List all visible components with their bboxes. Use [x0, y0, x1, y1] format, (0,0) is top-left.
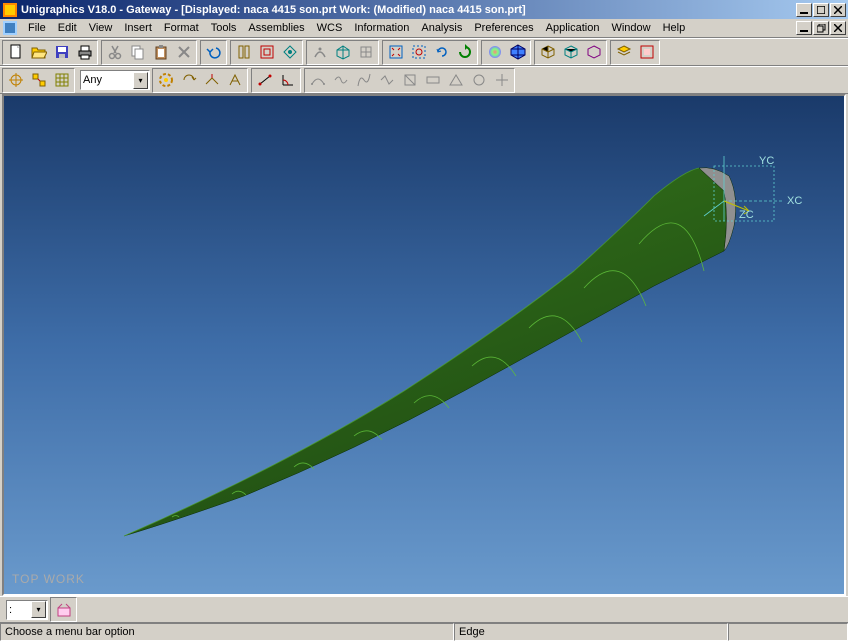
- copy-button[interactable]: [126, 41, 149, 63]
- layer-vis-button[interactable]: [612, 41, 635, 63]
- mdi-icon: [2, 20, 18, 36]
- curve7-button[interactable]: [444, 69, 467, 91]
- menu-analysis[interactable]: Analysis: [415, 20, 468, 36]
- toolbar-btn-b3[interactable]: [354, 41, 377, 63]
- status-mode: Edge: [454, 623, 728, 641]
- view-label: TOP WORK: [12, 572, 85, 586]
- bottom-toolbar: : ▾: [0, 596, 848, 622]
- center-button[interactable]: [4, 69, 27, 91]
- curve1-button[interactable]: [306, 69, 329, 91]
- toolbar-btn-a3[interactable]: [278, 41, 301, 63]
- open-button[interactable]: [27, 41, 50, 63]
- curve9-button[interactable]: [490, 69, 513, 91]
- curve4-button[interactable]: [375, 69, 398, 91]
- menubar: FileEditViewInsertFormatToolsAssembliesW…: [0, 19, 848, 38]
- layer-combo-value: Any: [83, 74, 102, 86]
- new-button[interactable]: [4, 41, 27, 63]
- wcs-orient-button[interactable]: [200, 69, 223, 91]
- undo-button[interactable]: [202, 41, 225, 63]
- menu-tools[interactable]: Tools: [205, 20, 243, 36]
- menu-application[interactable]: Application: [540, 20, 606, 36]
- model-view: YC XC ZC: [4, 96, 844, 594]
- svg-text:XC: XC: [787, 195, 802, 207]
- status-message: Choose a menu bar option: [0, 623, 454, 641]
- curve8-button[interactable]: [467, 69, 490, 91]
- menu-information[interactable]: Information: [348, 20, 415, 36]
- wcs-rotate-button[interactable]: [177, 69, 200, 91]
- bottom-combo-value: :: [9, 604, 12, 616]
- toolbar-btn-b2[interactable]: [331, 41, 354, 63]
- wireframe-button[interactable]: [506, 41, 529, 63]
- svg-text:ZC: ZC: [739, 209, 754, 221]
- menu-assemblies[interactable]: Assemblies: [242, 20, 310, 36]
- cut-button[interactable]: [103, 41, 126, 63]
- wcs-dynamic-button[interactable]: [223, 69, 246, 91]
- menu-view[interactable]: View: [83, 20, 119, 36]
- curve5-button[interactable]: [398, 69, 421, 91]
- menu-insert[interactable]: Insert: [118, 20, 158, 36]
- mdi-minimize-button[interactable]: [796, 21, 812, 35]
- status-extra: [728, 623, 848, 641]
- curve3-button[interactable]: [352, 69, 375, 91]
- menu-window[interactable]: Window: [605, 20, 656, 36]
- delete-button[interactable]: [172, 41, 195, 63]
- iso3-button[interactable]: [582, 41, 605, 63]
- layer-combo[interactable]: Any ▾: [80, 70, 150, 90]
- curve2-button[interactable]: [329, 69, 352, 91]
- paste-button[interactable]: [149, 41, 172, 63]
- measure-dist-button[interactable]: [253, 69, 276, 91]
- measure-angle-button[interactable]: [276, 69, 299, 91]
- zoom-button[interactable]: [407, 41, 430, 63]
- toolbar-btn-a2[interactable]: [255, 41, 278, 63]
- statusbar: Choose a menu bar option Edge: [0, 622, 848, 641]
- wcs-origin-button[interactable]: [154, 69, 177, 91]
- save-button[interactable]: [50, 41, 73, 63]
- menu-format[interactable]: Format: [158, 20, 205, 36]
- iso1-button[interactable]: [536, 41, 559, 63]
- iso2-button[interactable]: [559, 41, 582, 63]
- minimize-button[interactable]: [796, 3, 812, 17]
- toolbar-row-1: [0, 38, 848, 66]
- mdi-restore-button[interactable]: [813, 21, 829, 35]
- titlebar: Unigraphics V18.0 - Gateway - [Displayed…: [0, 0, 848, 19]
- menu-wcs[interactable]: WCS: [311, 20, 349, 36]
- align-button[interactable]: [27, 69, 50, 91]
- toolbar-btn-a1[interactable]: [232, 41, 255, 63]
- grid-button[interactable]: [50, 69, 73, 91]
- sketch-button[interactable]: [52, 599, 75, 621]
- fit-button[interactable]: [384, 41, 407, 63]
- menu-preferences[interactable]: Preferences: [468, 20, 539, 36]
- app-icon: [2, 2, 18, 18]
- curve6-button[interactable]: [421, 69, 444, 91]
- maximize-button[interactable]: [813, 3, 829, 17]
- toolbar-btn-b1[interactable]: [308, 41, 331, 63]
- svg-text:YC: YC: [759, 155, 774, 167]
- menu-edit[interactable]: Edit: [52, 20, 83, 36]
- layer-settings-button[interactable]: [635, 41, 658, 63]
- rotate-button[interactable]: [430, 41, 453, 63]
- menu-file[interactable]: File: [22, 20, 52, 36]
- mdi-close-button[interactable]: [830, 21, 846, 35]
- refresh-button[interactable]: [453, 41, 476, 63]
- close-button[interactable]: [830, 3, 846, 17]
- toolbar-row-2: Any ▾: [0, 66, 848, 94]
- viewport[interactable]: YC XC ZC TOP WORK: [2, 94, 846, 596]
- shaded-button[interactable]: [483, 41, 506, 63]
- menu-help[interactable]: Help: [657, 20, 692, 36]
- window-title: Unigraphics V18.0 - Gateway - [Displayed…: [21, 4, 796, 16]
- print-button[interactable]: [73, 41, 96, 63]
- bottom-combo[interactable]: : ▾: [6, 600, 48, 620]
